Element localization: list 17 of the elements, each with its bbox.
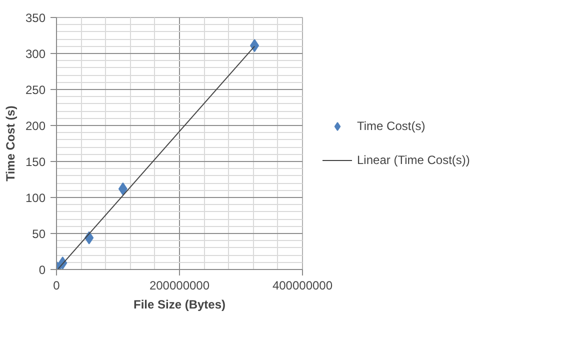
x-tick-label: 0 bbox=[53, 278, 60, 292]
y-tick-label: 100 bbox=[25, 191, 46, 205]
y-tick-label: 250 bbox=[25, 83, 46, 97]
legend-label: Time Cost(s) bbox=[357, 119, 426, 133]
y-tick-label: 350 bbox=[25, 11, 46, 25]
point bbox=[250, 39, 260, 52]
y-tick-label: 50 bbox=[32, 227, 46, 241]
y-tick-label: 0 bbox=[38, 263, 46, 277]
y-tick-label: 200 bbox=[25, 119, 46, 133]
y-tick-label: 150 bbox=[25, 155, 46, 169]
point bbox=[118, 182, 128, 196]
legend-label: Linear (Time Cost(s)) bbox=[357, 153, 470, 167]
x-axis-title: File Size (Bytes) bbox=[133, 298, 226, 312]
x-tick-label: 400000000 bbox=[272, 278, 333, 292]
y-tick-label: 300 bbox=[25, 47, 46, 61]
y-axis-title: Time Cost (s) bbox=[3, 106, 18, 182]
x-tick-label: 200000000 bbox=[149, 278, 210, 292]
